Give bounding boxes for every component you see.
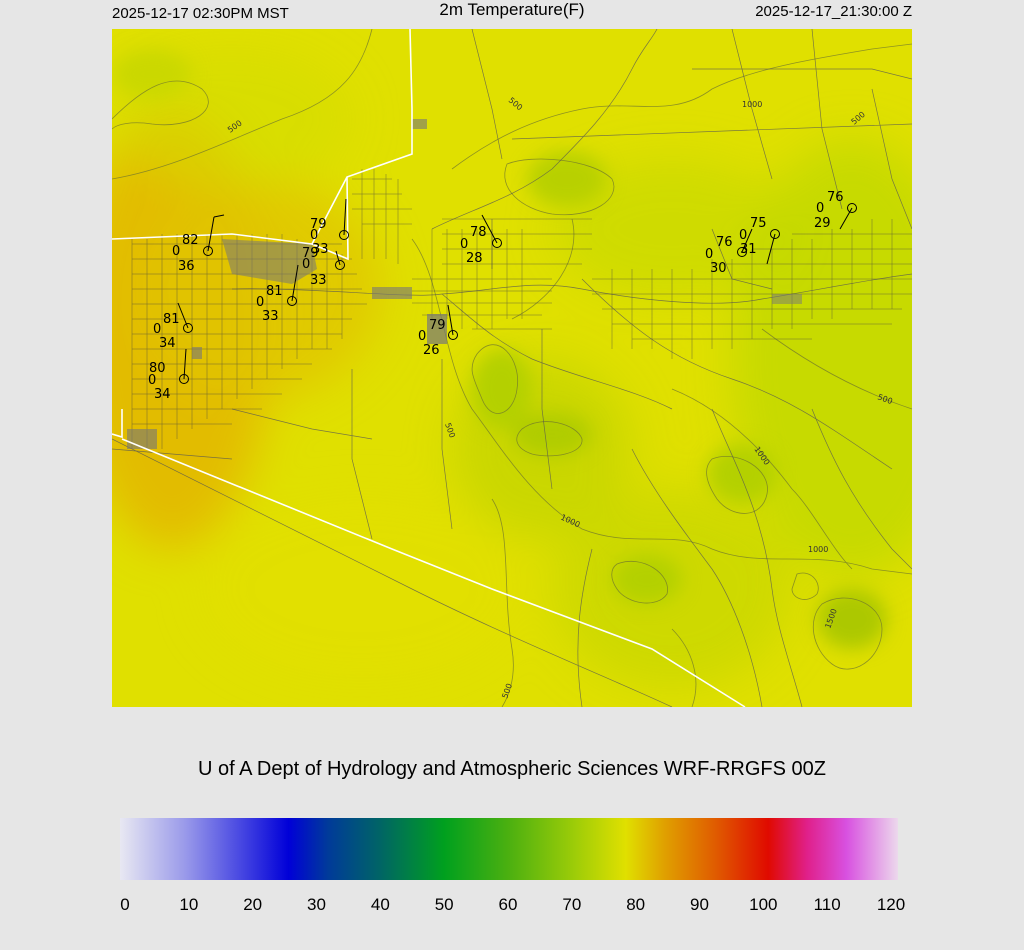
color-bar-tick: 50 — [434, 895, 454, 914]
utc-time: 2025-12-17_21:30:00 Z — [755, 3, 912, 20]
station-plots: 82 0 36 79 0 33 79 0 33 81 0 33 — [148, 190, 857, 402]
temperature-map: 500 500 1000 500 1000 500 1000 1000 1000… — [112, 29, 912, 707]
color-bar-tick: 0 — [120, 895, 130, 914]
station-dew: 34 — [154, 387, 171, 402]
model-credit: U of A Dept of Hydrology and Atmospheric… — [197, 758, 827, 780]
station-dew: 29 — [814, 216, 831, 231]
station-plot: 81 0 34 — [153, 302, 193, 351]
cool-spots — [112, 49, 887, 649]
contour-label: 1000 — [808, 545, 828, 554]
station-dew: 33 — [262, 309, 279, 324]
station-temp: 82 — [182, 233, 199, 248]
station-dew: 26 — [423, 343, 440, 358]
station-dew: 28 — [466, 251, 483, 266]
street-grid-east — [592, 219, 912, 359]
color-bar-tick: 60 — [498, 895, 518, 914]
station-dew: 33 — [312, 242, 329, 257]
station-dew: 34 — [159, 336, 176, 351]
station-temp: 79 — [302, 246, 319, 261]
station-wind: 0 — [460, 237, 468, 252]
station-wind: 0 — [705, 247, 713, 262]
color-bar-tick: 110 — [813, 895, 841, 914]
station-plot: 79 0 26 — [418, 304, 458, 358]
station-temp: 79 — [429, 318, 446, 333]
boundaries — [112, 29, 746, 707]
color-bar-tick: 10 — [179, 895, 199, 914]
station-temp: 75 — [750, 216, 767, 231]
station-wind: 0 — [418, 329, 426, 344]
color-bar-tick: 30 — [307, 895, 326, 914]
station-wind: 0 — [148, 373, 156, 388]
color-bar-tick: 20 — [243, 895, 263, 914]
station-dew: 30 — [710, 261, 727, 276]
station-plot: 80 0 34 — [148, 348, 189, 402]
station-wind: 0 — [816, 201, 824, 216]
color-bar-tick: 70 — [562, 895, 582, 914]
station-plot: 81 0 33 — [256, 264, 299, 324]
street-grid-central — [352, 169, 592, 330]
station-dew: 33 — [310, 273, 327, 288]
station-temp: 81 — [266, 284, 283, 299]
station-plot: 79 0 33 — [310, 198, 349, 257]
color-bar-tick: 100 — [749, 895, 778, 914]
color-bar-tick: 90 — [690, 895, 709, 914]
station-wind: 0 — [310, 228, 318, 243]
station-dew: 31 — [740, 242, 757, 257]
color-bar-tick: 40 — [370, 895, 390, 914]
station-wind: 0 — [153, 322, 161, 337]
station-temp: 76 — [827, 190, 844, 205]
station-plot: 75 0 31 — [739, 216, 780, 265]
station-plot: 78 0 28 — [460, 214, 502, 266]
station-plot: 82 0 36 — [172, 214, 225, 274]
map-title: 2m Temperature(F) — [439, 0, 585, 19]
color-bar-ticks: 0 10 20 30 40 50 60 70 80 90 100 110 120 — [0, 895, 1024, 917]
station-wind: 0 — [739, 228, 747, 243]
station-temp: 78 — [470, 225, 487, 240]
station-plot: 76 0 30 — [705, 228, 753, 276]
color-bar — [120, 818, 898, 880]
station-temp: 79 — [310, 217, 327, 232]
station-temp: 80 — [149, 361, 166, 376]
color-bar-tick: 120 — [876, 895, 906, 914]
station-wind: 0 — [256, 295, 264, 310]
elevation-contours — [112, 29, 912, 707]
station-wind: 0 — [172, 244, 180, 259]
station-temp: 76 — [716, 235, 733, 250]
station-plot: 76 0 29 — [814, 190, 857, 231]
local-time: 2025-12-17 02:30PM MST — [112, 5, 289, 22]
color-bar-tick: 80 — [626, 895, 646, 914]
station-temp: 81 — [163, 312, 180, 327]
contour-label: 1000 — [742, 100, 762, 109]
station-dew: 36 — [178, 259, 195, 274]
station-wind: 0 — [302, 257, 310, 272]
station-plot: 79 0 33 — [302, 246, 345, 288]
